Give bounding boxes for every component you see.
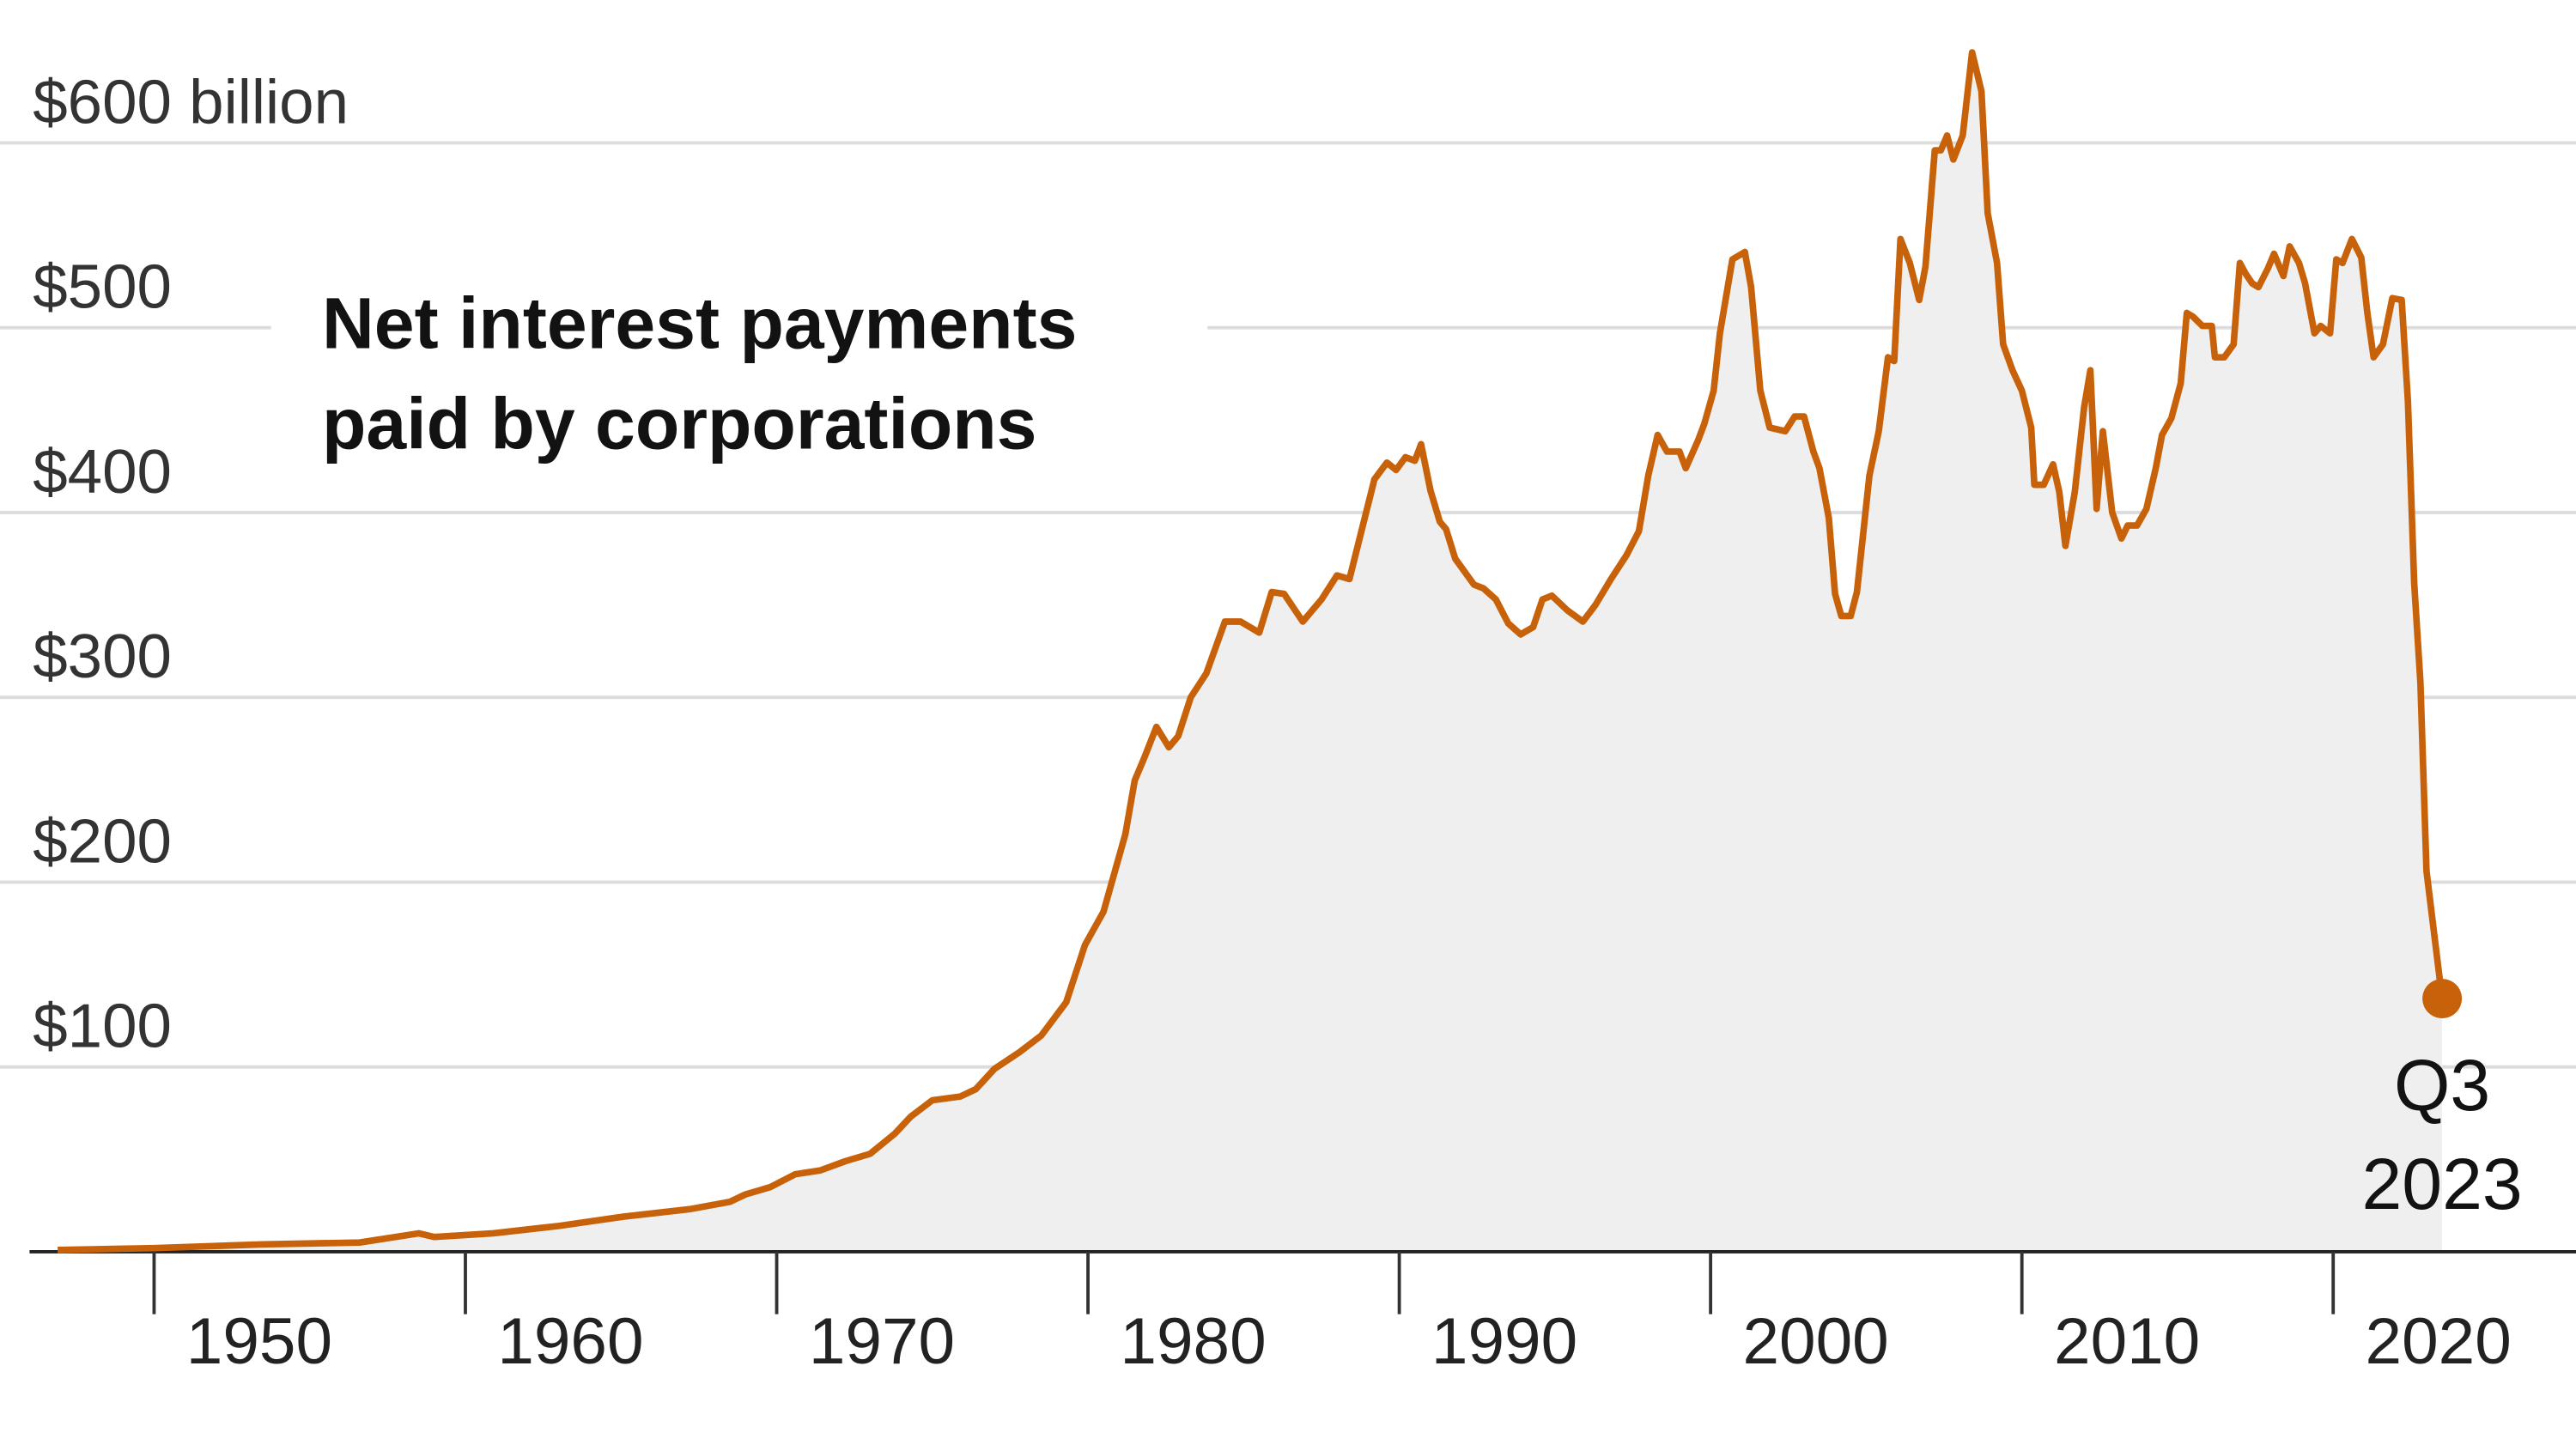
plot-area: Q3 2023 1950 1960 1970 1980 1990 2000 2010 2020	[29, 49, 2576, 1378]
title-background	[270, 270, 1208, 469]
x-tick-label: 2000	[1742, 1305, 1888, 1378]
x-tick-label: 1970	[809, 1305, 955, 1378]
end-point	[2422, 979, 2463, 1018]
chart-title-line: Net interest payments	[322, 283, 1077, 364]
y-tick-label: $200	[33, 806, 172, 876]
end-label: Q3	[2394, 1045, 2490, 1126]
x-tick-label: 2020	[2366, 1305, 2512, 1378]
y-tick-label: $100	[33, 992, 172, 1061]
x-tick-label: 2010	[2054, 1305, 2200, 1378]
x-tick-label: 1960	[497, 1305, 643, 1378]
y-tick-label: $400	[33, 437, 172, 507]
end-label: 2023	[2361, 1144, 2522, 1224]
chart-title-line: paid by corporations	[322, 383, 1036, 464]
x-tick-label: 1950	[186, 1305, 332, 1378]
data-line	[58, 49, 2445, 1254]
area-fill	[58, 52, 2443, 1252]
x-tick-label: 1990	[1431, 1305, 1577, 1378]
y-tick-label: $300	[33, 622, 172, 691]
x-tick-label: 1980	[1120, 1305, 1266, 1378]
y-tick-label: $500	[33, 252, 172, 322]
y-tick-label: $600 billion	[33, 68, 349, 137]
